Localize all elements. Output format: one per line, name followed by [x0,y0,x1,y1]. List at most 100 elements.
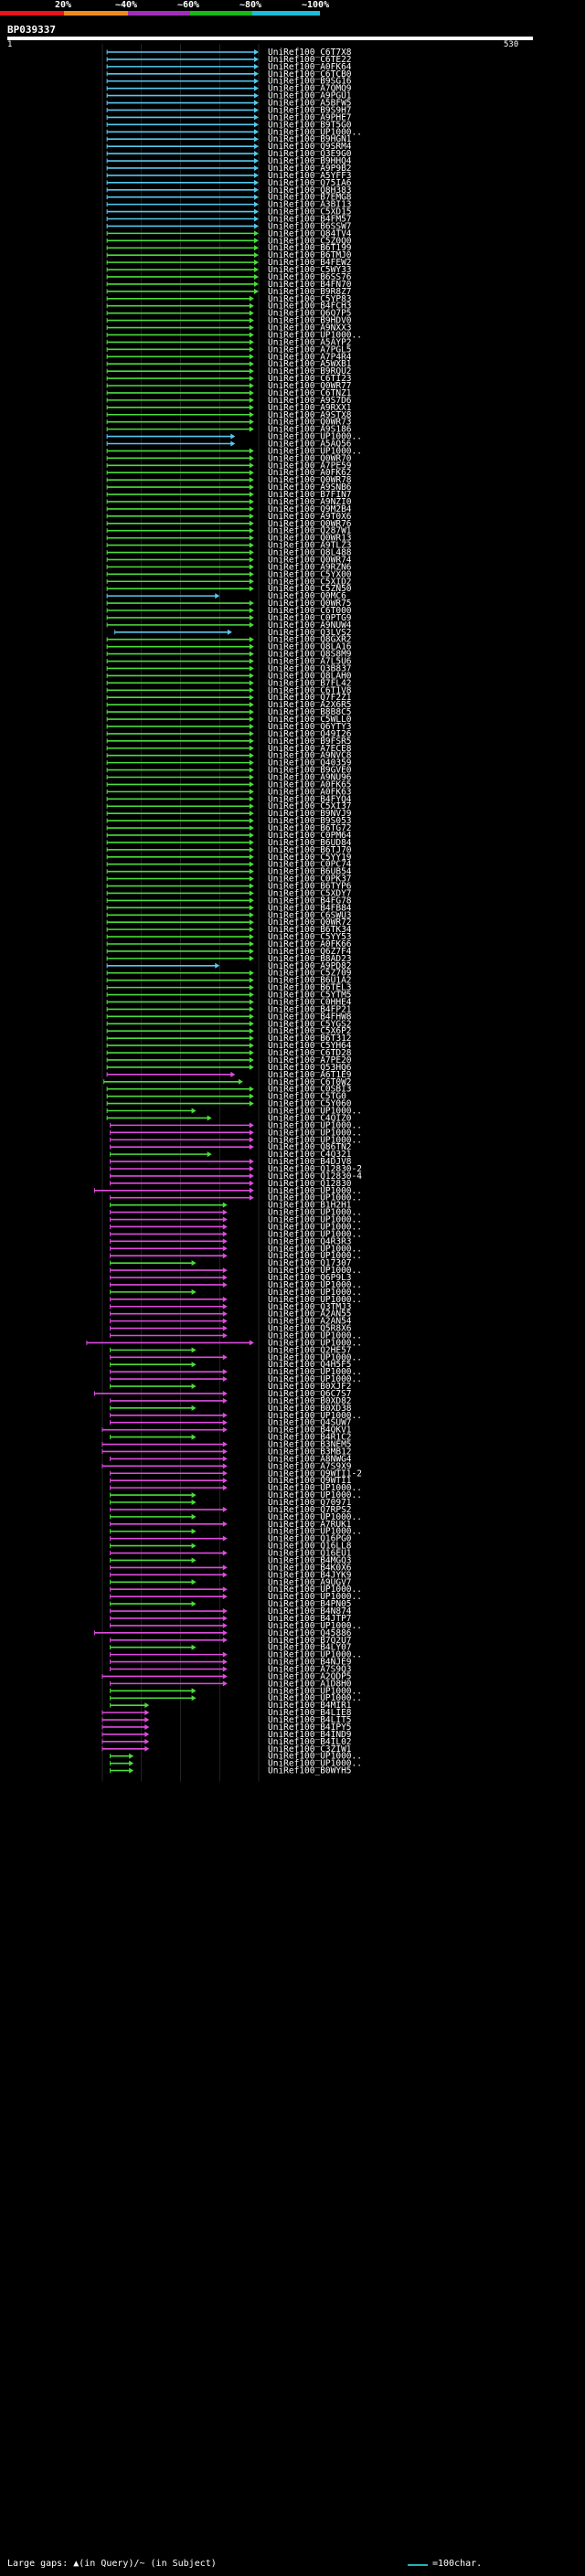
hit-arrow [249,295,254,302]
hit-row: UniRef100_UP1000.. [110,1215,362,1225]
hit-arrow [254,245,259,251]
hit-arrow [249,498,254,504]
hit-label: UniRef100_A9UGV7 [268,1577,352,1587]
hit-label: UniRef100_B4FHW8 [268,1012,352,1022]
hit-row: UniRef100_A7RUK1 [110,1520,352,1530]
hit-row: UniRef100_C5Z709 [106,969,352,979]
hit-label: UniRef100_A7ECE8 [268,744,352,754]
hit-arrow [254,216,259,222]
hit-label: UniRef100_Q7F2Z1 [268,693,352,703]
hit-arrow [222,1521,228,1527]
hit-row: UniRef100_C0HHE4 [106,997,352,1007]
hit-arrow [222,1586,228,1593]
hit-label: UniRef100_UP1000.. [268,1229,362,1239]
hit-label: UniRef100_A9T0X6 [268,512,352,522]
hit-label: UniRef100_B4IPY5 [268,1723,352,1733]
hit-row: UniRef100_C5ZN50 [106,584,352,594]
hit-row: UniRef100_Q45886 [93,1628,352,1638]
hit-row: UniRef100_C5WLL0 [106,715,352,725]
hit-arrow [254,107,259,113]
hit-label: UniRef100_Q3E9G0 [268,149,352,159]
hit-arrow [254,252,259,259]
hit-arrow [207,1151,212,1158]
hit-label: UniRef100_B0WYH5 [268,1766,352,1776]
hit-label: UniRef100_A7RUK1 [268,1520,352,1530]
hit-arrow [249,361,254,367]
hit-label: UniRef100_B4PN05 [268,1599,352,1609]
hit-row: UniRef100_A9NVC8 [106,751,352,761]
hit-arrow [222,1238,228,1245]
legend-label: ~100% [302,0,330,10]
hit-row: UniRef100_C0PC74 [106,860,352,870]
hit-label: UniRef100_B4FCH3 [268,302,352,312]
hit-arrow [249,825,254,832]
hit-arrow [249,578,254,585]
hit-row: UniRef100_C0PTG9 [106,613,352,623]
hit-arrow [222,1253,228,1259]
hit-row: UniRef100_UP1000.. [110,1251,362,1261]
hit-arrow [230,433,236,440]
hit-label: UniRef100_B7FL42 [268,678,352,688]
hit-row: UniRef100_Q8H383 [106,186,352,196]
hit-row: UniRef100_A2X6R5 [106,700,352,710]
hit-arrow [254,281,259,287]
hit-arrow [249,767,254,773]
hit-row: UniRef100_Q86TN2 [110,1142,352,1152]
hit-row: UniRef100_UP1000.. [110,1244,362,1254]
hit-arrow [191,1383,197,1390]
hit-label: UniRef100_A9NUW4 [268,620,352,631]
hit-arrow [249,1340,254,1346]
hit-arrow [254,100,259,106]
hit-row: UniRef100_A8NWG4 [110,1454,352,1464]
hit-arrow [249,383,254,389]
hit-arrow [144,1723,150,1730]
hit-row: UniRef100_B4FB84 [106,903,352,913]
hit-label: UniRef100_Q0WR72 [268,917,352,928]
hit-arrow [254,273,259,280]
hit-label: UniRef100_C3ZIW1 [268,1744,352,1754]
hit-label: UniRef100_B4N874 [268,1606,352,1617]
hit-label: UniRef100_B9R8Z7 [268,287,352,297]
hit-arrow [249,477,254,483]
hit-label: UniRef100_UP1000.. [268,1208,362,1218]
hit-row: UniRef100_Q6P9L3 [110,1273,352,1283]
query-sequence-bar [7,37,533,40]
hit-label: UniRef100_Q6P9L3 [268,1273,352,1283]
hit-row: UniRef100_UP1000.. [110,1592,362,1602]
hit-label: UniRef100_C5XI37 [268,801,352,811]
hit-row: UniRef100_A9SNB6 [106,482,352,493]
hit-row: UniRef100_UP1000.. [110,1295,362,1305]
hit-row: UniRef100_UP1000.. [106,1107,362,1117]
hit-row: UniRef100_C5YTM5 [106,991,352,1001]
hit-label: UniRef100_C5ZN50 [268,584,352,594]
hit-row: UniRef100_Q75IA6 [106,178,352,188]
hit-row: UniRef100_Q4SUW7 [110,1418,352,1428]
hit-row: UniRef100_B7FL42 [106,678,352,688]
hit-label: UniRef100_A9NZI0 [268,497,352,507]
hit-row: UniRef100_B4MIR1 [110,1701,352,1711]
hit-arrow [222,1325,228,1331]
hit-label: UniRef100_Q0WR74 [268,555,352,565]
footer: Large gaps: ▲(in Query)/~ (in Subject) =… [7,2559,482,2569]
hit-arrow [249,846,254,853]
hit-arrow [222,1456,228,1462]
hit-label: UniRef100_B6TK34 [268,925,352,935]
hit-label: UniRef100_UP1000.. [268,1527,362,1537]
hit-row: UniRef100_B6TYP6 [106,882,352,892]
hit-label: UniRef100_Q0WR77 [268,381,352,391]
hit-row: UniRef100_UP1000.. [110,1483,362,1493]
hit-arrow [191,1601,197,1607]
hit-arrow [249,839,254,845]
hit-arrow [249,796,254,802]
hit-label: UniRef100_B6SS76 [268,272,352,282]
hit-arrow [249,694,254,701]
scale-key-line [408,2564,428,2566]
hit-row: UniRef100_C5YGS2 [106,1019,352,1029]
hit-arrow [249,607,254,613]
hit-arrow [254,129,259,135]
hit-row: UniRef100_Q0WR74 [106,555,352,565]
hit-label: UniRef100_Q0WR13 [268,534,352,544]
hit-arrow [249,759,254,766]
hit-label: UniRef100_B0XD82 [268,1396,352,1406]
hit-row: UniRef100_Q5R8X6 [110,1324,352,1334]
